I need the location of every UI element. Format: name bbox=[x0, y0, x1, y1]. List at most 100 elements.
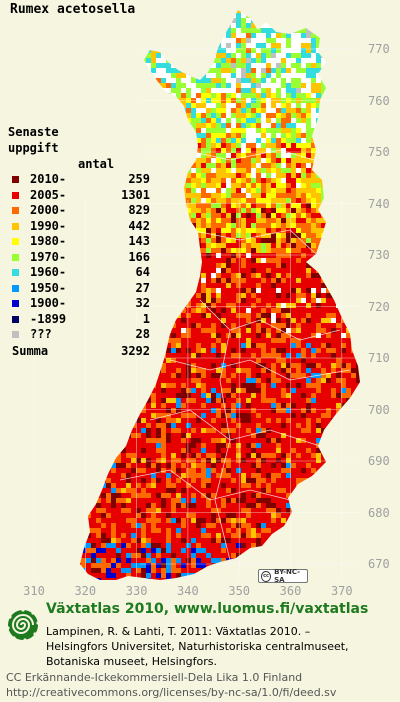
occurrence-cell bbox=[186, 43, 191, 48]
occurrence-cell bbox=[301, 103, 306, 108]
occurrence-cell bbox=[291, 318, 296, 323]
occurrence-cell bbox=[251, 298, 256, 303]
occurrence-cell bbox=[276, 263, 281, 268]
occurrence-cell bbox=[231, 433, 236, 438]
occurrence-cell bbox=[171, 43, 176, 48]
occurrence-cell bbox=[241, 428, 246, 433]
occurrence-cell bbox=[311, 38, 316, 43]
occurrence-cell bbox=[161, 78, 166, 83]
occurrence-cell bbox=[211, 123, 216, 128]
occurrence-cell bbox=[226, 318, 231, 323]
occurrence-cell bbox=[301, 373, 306, 378]
occurrence-cell bbox=[91, 388, 96, 393]
occurrence-cell bbox=[321, 183, 326, 188]
occurrence-cell bbox=[161, 168, 166, 173]
occurrence-cell bbox=[331, 348, 336, 353]
occurrence-cell bbox=[311, 233, 316, 238]
occurrence-cell bbox=[336, 188, 341, 193]
occurrence-cell bbox=[201, 68, 206, 73]
occurrence-cell bbox=[251, 28, 256, 33]
occurrence-cell bbox=[251, 18, 256, 23]
occurrence-cell bbox=[196, 363, 201, 368]
occurrence-cell bbox=[216, 78, 221, 83]
occurrence-cell bbox=[171, 303, 176, 308]
occurrence-cell bbox=[241, 28, 246, 33]
occurrence-cell bbox=[166, 73, 171, 78]
occurrence-cell bbox=[326, 53, 331, 58]
occurrence-cell bbox=[311, 303, 316, 308]
occurrence-cell bbox=[80, 48, 81, 53]
occurrence-cell bbox=[101, 433, 106, 438]
occurrence-cell bbox=[306, 38, 311, 43]
occurrence-cell bbox=[311, 143, 316, 148]
occurrence-cell bbox=[291, 313, 296, 318]
occurrence-cell bbox=[321, 258, 326, 263]
occurrence-cell bbox=[316, 18, 321, 23]
occurrence-cell bbox=[331, 158, 336, 163]
occurrence-cell bbox=[341, 348, 346, 353]
occurrence-cell bbox=[206, 213, 211, 218]
occurrence-cell bbox=[251, 278, 256, 283]
occurrence-cell bbox=[196, 318, 201, 323]
occurrence-cell bbox=[241, 348, 246, 353]
occurrence-cell bbox=[231, 363, 236, 368]
occurrence-cell bbox=[216, 68, 221, 73]
occurrence-cell bbox=[206, 433, 211, 438]
occurrence-cell bbox=[296, 48, 301, 53]
occurrence-cell bbox=[221, 203, 226, 208]
occurrence-cell bbox=[281, 293, 286, 298]
occurrence-cell bbox=[241, 363, 246, 368]
occurrence-cell bbox=[351, 173, 356, 178]
occurrence-cell bbox=[326, 208, 331, 213]
occurrence-cell bbox=[181, 113, 186, 118]
occurrence-cell bbox=[316, 133, 321, 138]
occurrence-cell bbox=[106, 103, 111, 108]
occurrence-cell bbox=[316, 338, 321, 343]
occurrence-cell bbox=[186, 278, 191, 283]
occurrence-cell bbox=[221, 113, 226, 118]
occurrence-cell bbox=[236, 133, 241, 138]
occurrence-cell bbox=[261, 133, 266, 138]
occurrence-cell bbox=[286, 338, 291, 343]
occurrence-cell bbox=[291, 378, 296, 383]
occurrence-cell bbox=[196, 233, 201, 238]
occurrence-cell bbox=[246, 308, 251, 313]
occurrence-cell bbox=[281, 393, 286, 398]
occurrence-cell bbox=[256, 348, 261, 353]
occurrence-cell bbox=[316, 393, 321, 398]
occurrence-cell bbox=[266, 93, 271, 98]
occurrence-cell bbox=[131, 393, 136, 398]
occurrence-cell bbox=[301, 183, 306, 188]
occurrence-cell bbox=[161, 373, 166, 378]
occurrence-cell bbox=[241, 193, 246, 198]
occurrence-cell bbox=[186, 78, 191, 83]
occurrence-cell bbox=[181, 363, 186, 368]
occurrence-cell bbox=[361, 273, 366, 278]
occurrence-cell bbox=[356, 28, 360, 33]
occurrence-cell bbox=[231, 413, 236, 418]
occurrence-cell bbox=[291, 293, 296, 298]
occurrence-cell bbox=[236, 288, 241, 293]
occurrence-cell bbox=[196, 53, 201, 58]
occurrence-cell bbox=[351, 13, 356, 18]
occurrence-cell bbox=[311, 433, 316, 438]
occurrence-cell bbox=[286, 23, 291, 28]
occurrence-cell bbox=[80, 388, 81, 393]
occurrence-cell bbox=[321, 283, 326, 288]
occurrence-cell bbox=[241, 23, 246, 28]
occurrence-cell bbox=[311, 163, 316, 168]
occurrence-cell bbox=[151, 10, 156, 13]
occurrence-cell bbox=[206, 58, 211, 63]
occurrence-cell bbox=[101, 43, 106, 48]
occurrence-cell bbox=[171, 348, 176, 353]
occurrence-cell bbox=[161, 238, 166, 243]
occurrence-cell bbox=[226, 273, 231, 278]
occurrence-cell bbox=[286, 343, 291, 348]
occurrence-cell bbox=[241, 373, 246, 378]
occurrence-cell bbox=[256, 413, 261, 418]
occurrence-cell bbox=[351, 293, 356, 298]
occurrence-cell bbox=[236, 318, 241, 323]
occurrence-cell bbox=[201, 278, 206, 283]
occurrence-cell bbox=[201, 108, 206, 113]
occurrence-cell bbox=[266, 343, 271, 348]
